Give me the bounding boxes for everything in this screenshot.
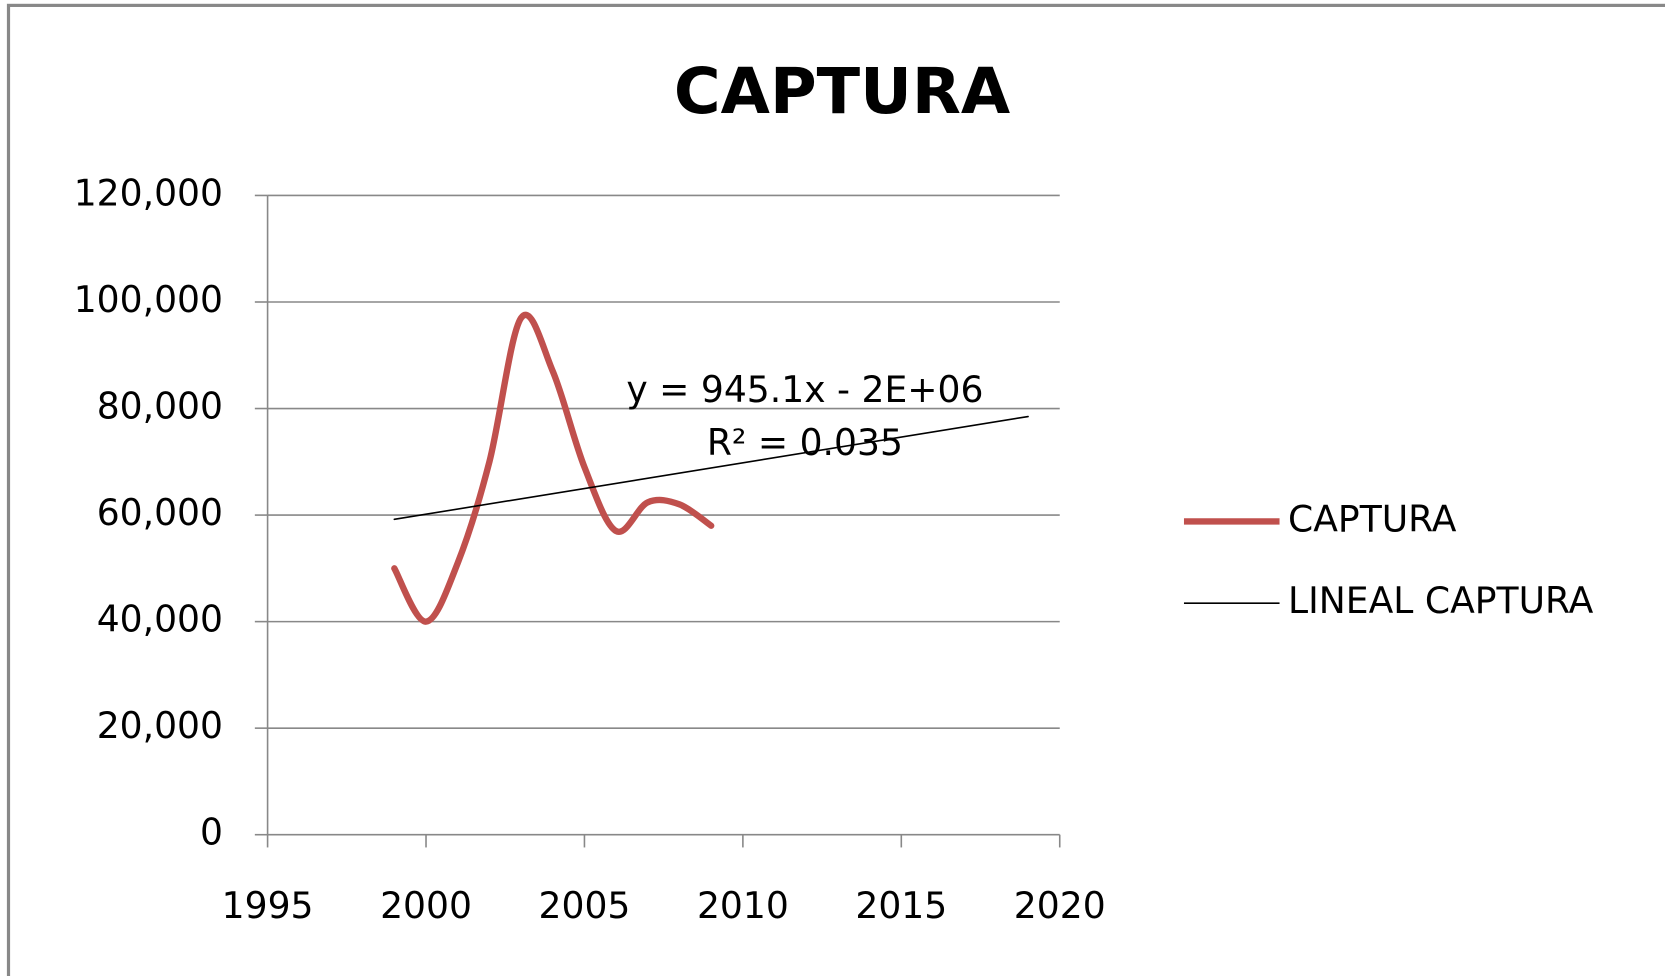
x-tick-label: 2000 [380,884,472,927]
y-tick-label: 80,000 [97,385,223,428]
y-tick-label: 60,000 [97,491,223,534]
annotation: R² = 0.035 [707,421,903,464]
y-tick-label: 40,000 [97,598,223,641]
data-line [391,311,715,625]
y-tick-label: 100,000 [74,278,223,321]
chart-title: CAPTURA [674,55,1010,129]
y-tick-label: 0 [200,811,223,854]
chart-frame [6,3,1665,976]
x-tick-label: 2005 [539,884,631,927]
y-tick-label: 20,000 [97,704,223,747]
x-tick-label: 1995 [222,884,314,927]
y-tick-label: 120,000 [74,171,223,214]
x-tick-label: 2010 [697,884,789,927]
x-tick-label: 2020 [1014,884,1106,927]
x-tick-label: 2015 [855,884,947,927]
annotation: y = 945.1x - 2E+06 [626,368,983,411]
legend-label: LINEAL CAPTURA [1288,579,1594,622]
legend-label: CAPTURA [1288,497,1457,540]
trend-line [393,415,1029,521]
